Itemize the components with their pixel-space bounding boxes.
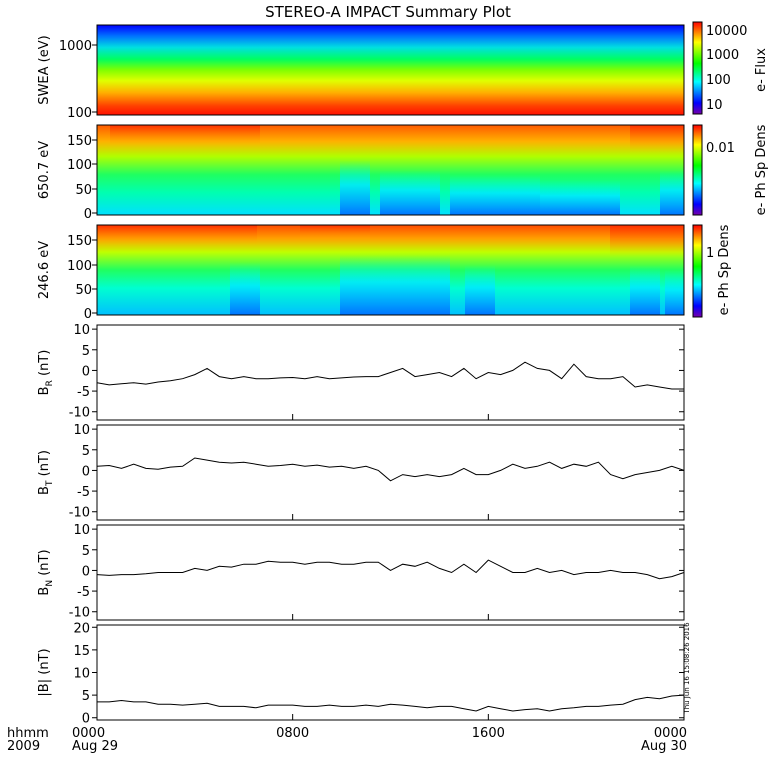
- bmag-ytick-label-3: 15: [73, 644, 90, 659]
- bn-ytick-label-0: -10: [69, 606, 90, 621]
- bt-ylabel-sub: T: [45, 480, 55, 487]
- swea-heatmap-panel: 1000 100 SWEA (eV): [37, 24, 685, 121]
- br-ytick-label-0: -10: [69, 406, 90, 421]
- bt-series-line: [96, 457, 685, 482]
- pad2-ytick-100: 100: [67, 259, 92, 274]
- bmag-frame: [96, 624, 685, 721]
- pad2-ytick-0: 0: [84, 307, 92, 322]
- pad2-ytick-50: 50: [75, 283, 92, 298]
- pad1-ytick-100: 100: [67, 158, 92, 173]
- pad-650-heatmap-panel: 0 50 100 150 650.7 eV: [37, 124, 685, 222]
- br-ylabel-sub: R: [45, 380, 55, 386]
- cbar1-tick-10000: 10000: [706, 24, 747, 39]
- pad2-ytick-150: 150: [67, 234, 92, 249]
- bn-ytick-label-2: 0: [82, 564, 90, 579]
- br-ytick-label-3: 5: [82, 344, 90, 359]
- bmag-ytick-label-0: 0: [82, 712, 90, 727]
- bt-panel: -10 -5 0 5 10 BT (nT): [37, 423, 685, 521]
- pad1-ytick-150: 150: [67, 134, 92, 149]
- timestamp: Thu Jun 16 15:08:26 2016: [683, 622, 691, 715]
- bmag-ytick-label-4: 20: [73, 621, 90, 636]
- bt-ylabel-unit: (nT): [37, 450, 52, 480]
- bn-ytick-label-3: 5: [82, 544, 90, 559]
- bt-frame: [96, 424, 685, 521]
- swea-ytick-100: 100: [67, 106, 92, 121]
- colorbar-flux: 10000 1000 100 10 e- Flux: [692, 21, 769, 115]
- bt-ytick-label-0: -10: [69, 506, 90, 521]
- bt-ytick-label-1: -5: [77, 485, 90, 500]
- swea-ylabel: SWEA (eV): [37, 35, 52, 104]
- bmag-series-line: [97, 694, 685, 712]
- cbar3-tick-1: 1: [706, 246, 714, 261]
- x-tick-date-0: Aug 29: [72, 739, 118, 754]
- bn-ytick-label-1: -5: [77, 585, 90, 600]
- x-tick-label-1: 0800: [276, 726, 309, 741]
- bn-ytick-label-4: 10: [73, 523, 90, 538]
- bn-ylabel-unit: (nT): [37, 549, 52, 579]
- bn-ylabel-sub: N: [45, 580, 55, 587]
- pad-246-heatmap-panel: 0 50 100 150 246.6 eV: [37, 224, 685, 322]
- bmag-ytick-label-1: 5: [82, 689, 90, 704]
- plot-title: STEREO-A IMPACT Summary Plot: [265, 3, 511, 21]
- pad1-ytick-0: 0: [84, 207, 92, 222]
- br-ytick-label-4: 10: [73, 323, 90, 338]
- bt-ytick-label-4: 10: [73, 423, 90, 438]
- x-row2-label: 2009: [7, 739, 40, 754]
- br-frame: [96, 324, 685, 421]
- cbar2-label: e- Ph Sp Dens: [754, 124, 769, 215]
- colorbar-pad-650: 0.01 e- Ph Sp Dens: [692, 124, 769, 216]
- br-ylabel: BR (nT): [37, 350, 55, 396]
- bmag-ylabel-unit: (nT): [37, 648, 52, 678]
- bmag-panel: 0 5 10 15 20 |B| (nT): [37, 621, 685, 727]
- bt-ylabel-main: B: [37, 486, 52, 495]
- bmag-ylabel: |B| (nT): [37, 648, 52, 696]
- br-panel: -10 -5 0 5 10 BR (nT): [37, 323, 685, 421]
- cbar1-tick-1000: 1000: [706, 48, 739, 63]
- x-tick-date-3: Aug 30: [641, 739, 687, 754]
- cbar2-tick-0.01: 0.01: [706, 141, 735, 156]
- bn-ylabel: BN (nT): [37, 549, 55, 595]
- cbar3-label: e- Ph Sp Dens: [717, 224, 732, 315]
- colorbar-pad-246: 1 e- Ph Sp Dens: [692, 224, 732, 318]
- cbar1-label: e- Flux: [754, 48, 769, 92]
- bn-ylabel-main: B: [37, 587, 52, 596]
- br-series-line: [96, 361, 684, 390]
- bmag-ylabel-main: |B|: [37, 679, 52, 697]
- swea-ytick-1000: 1000: [59, 39, 92, 54]
- x-tick-label-0: 0000: [72, 726, 105, 741]
- bmag-ytick-label-2: 10: [73, 667, 90, 682]
- bn-series-line: [96, 559, 685, 580]
- pad2-ylabel: 246.6 eV: [37, 241, 52, 299]
- cbar1-tick-10: 10: [706, 98, 723, 113]
- bt-ytick-label-3: 5: [82, 444, 90, 459]
- x-row1-label: hhmm: [7, 726, 49, 741]
- x-tick-label-3: 0000: [654, 726, 687, 741]
- bt-ytick-label-2: 0: [82, 464, 90, 479]
- br-ylabel-main: B: [37, 386, 52, 395]
- br-ytick-label-1: -5: [77, 385, 90, 400]
- br-ytick-label-2: 0: [82, 364, 90, 379]
- bt-ylabel: BT (nT): [37, 450, 55, 495]
- bn-panel: -10 -5 0 5 10 BN (nT): [37, 523, 685, 621]
- x-tick-label-2: 1600: [472, 726, 505, 741]
- br-ylabel-unit: (nT): [37, 350, 52, 380]
- pad1-ytick-50: 50: [75, 183, 92, 198]
- pad1-ylabel: 650.7 eV: [37, 141, 52, 199]
- cbar1-tick-100: 100: [706, 73, 731, 88]
